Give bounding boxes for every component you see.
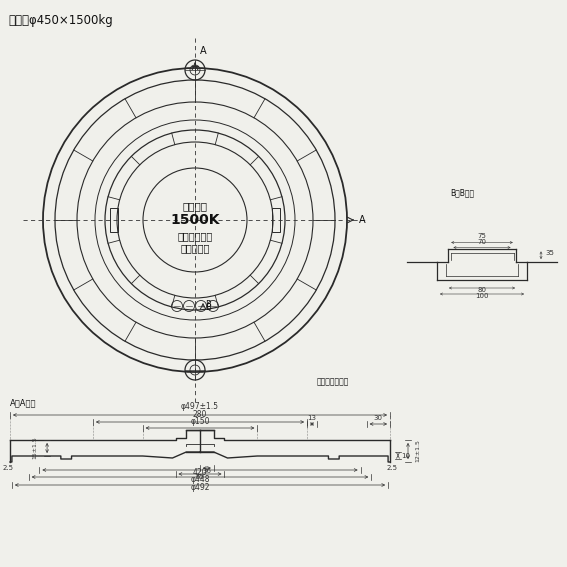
Text: A: A (359, 215, 366, 225)
Text: 35: 35 (545, 250, 554, 256)
Text: 安全荷重: 安全荷重 (183, 201, 208, 211)
Text: 12±1.5: 12±1.5 (416, 439, 421, 463)
Text: φ497±1.5: φ497±1.5 (181, 402, 219, 411)
Text: A: A (200, 46, 206, 56)
Text: 30: 30 (374, 415, 383, 421)
Text: 36: 36 (202, 468, 211, 474)
Text: 必ずロックを: 必ずロックを (177, 231, 213, 241)
Text: 13: 13 (307, 415, 316, 421)
Text: 2.5: 2.5 (387, 465, 397, 471)
Text: して下さい: して下さい (180, 243, 210, 253)
Text: φ150: φ150 (191, 417, 210, 426)
Text: 280: 280 (193, 410, 207, 419)
Text: B: B (205, 303, 211, 312)
Text: 70: 70 (477, 239, 486, 244)
Text: A－A断面: A－A断面 (10, 398, 36, 407)
Text: 1500K: 1500K (170, 213, 220, 227)
Text: 80: 80 (477, 287, 486, 293)
Text: 15±1.5: 15±1.5 (32, 437, 37, 459)
Text: B－B断面: B－B断面 (450, 188, 474, 197)
Text: 100: 100 (475, 293, 489, 299)
Text: 10: 10 (401, 452, 411, 459)
Bar (272, 208, 280, 232)
Text: 口環表示マーク: 口環表示マーク (317, 377, 349, 386)
Text: φ492: φ492 (191, 483, 210, 492)
Text: アムズφ450×1500kg: アムズφ450×1500kg (8, 14, 113, 27)
Bar (110, 208, 118, 232)
Text: φ448: φ448 (191, 475, 210, 484)
Text: 2.5: 2.5 (2, 465, 14, 471)
Text: 65: 65 (196, 474, 205, 480)
Text: 420: 420 (193, 468, 208, 477)
Text: 75: 75 (477, 234, 486, 239)
Text: B: B (205, 300, 211, 309)
